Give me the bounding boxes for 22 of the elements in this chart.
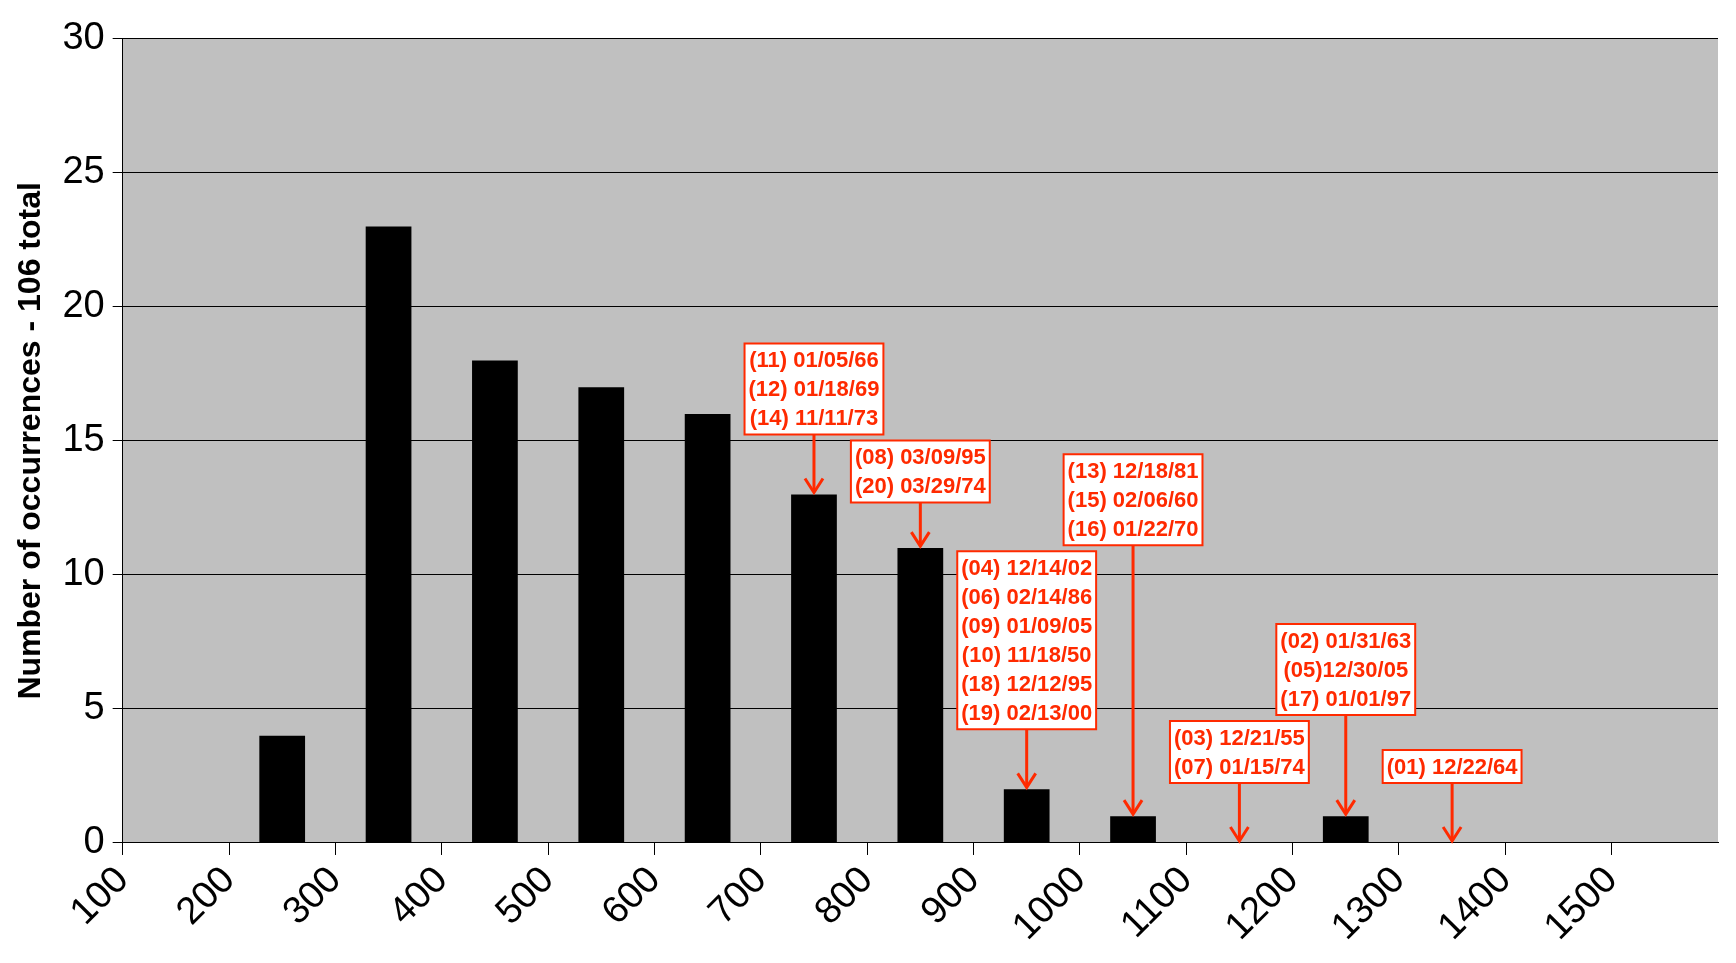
y-tick-label: 10 xyxy=(62,551,105,594)
annotation: (04) 12/14/02 (06) 02/14/86 (09) 01/09/05 (10) 11/18/50 (18) 12/12/95 (19) 02/13/00 xyxy=(961,554,1093,725)
x-tick-label: 700 xyxy=(699,857,774,933)
x-tick-label: 600 xyxy=(592,857,668,933)
y-tick-label: 25 xyxy=(62,149,105,192)
x-tick-label: 800 xyxy=(805,857,881,933)
y-tick-label: 30 xyxy=(62,15,105,58)
y-tick-label: 20 xyxy=(62,283,105,326)
y-tick-label: 5 xyxy=(83,685,105,728)
annotation: (11) 01/05/66 (12) 01/18/69 (14) 11/11/73 xyxy=(748,347,880,431)
x-tick-label: 300 xyxy=(273,857,349,933)
annotation: (03) 12/21/55 (07) 01/15/74 xyxy=(1173,724,1306,779)
y-axis-title: Number of occurrences - 106 total xyxy=(11,182,48,700)
x-tick-label: 400 xyxy=(380,857,455,933)
annotation: (02) 01/31/63 (05)12/30/05 (17) 01/01/97 xyxy=(1280,627,1412,711)
annotation: (01) 12/22/64 xyxy=(1386,753,1519,779)
x-tick-label: 200 xyxy=(167,857,243,933)
x-tick-label: 900 xyxy=(912,857,987,933)
y-tick-label: 15 xyxy=(62,417,105,460)
annotation: (08) 03/09/95 (20) 03/29/74 xyxy=(854,444,987,499)
annotation: (13) 12/18/81 (15) 02/06/60 (16) 01/22/70 xyxy=(1067,457,1199,541)
x-tick-label: 500 xyxy=(486,857,562,933)
